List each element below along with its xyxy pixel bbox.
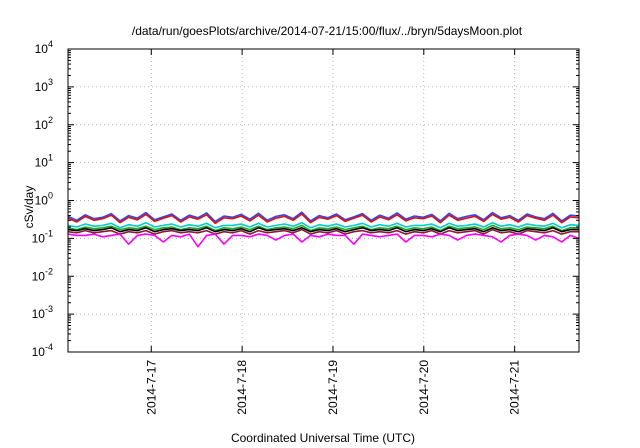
series-line-1: [67, 211, 580, 223]
series-line-2: [67, 213, 580, 225]
y-tick-label: 100: [35, 191, 53, 208]
y-axis-label: cSv/day: [22, 186, 36, 229]
y-tick-label: 102: [35, 115, 53, 132]
grid: [68, 49, 579, 352]
x-axis: 2014-7-17 2014-7-18 2014-7-19 2014-7-20 2014…: [144, 49, 522, 415]
x-axis-label: Coordinated Universal Time (UTC): [231, 431, 415, 445]
y-tick-label: 10-3: [32, 304, 53, 321]
x-tick-label: 2014-7-20: [417, 360, 431, 415]
y-tick-label: 104: [35, 39, 53, 56]
x-tick-label: 2014-7-21: [508, 360, 522, 415]
x-tick-label: 2014-7-17: [144, 360, 158, 415]
chart-title: /data/run/goesPlots/archive/2014-07-21/1…: [132, 24, 523, 38]
y-axis: 104 103 102 101 100 10-1 10-2 10-3 10-4: [32, 39, 579, 359]
series-line-6: [67, 228, 579, 235]
y-tick-label: 10-4: [32, 342, 53, 359]
y-tick-label: 101: [35, 153, 53, 170]
y-tick-label: 10-1: [32, 228, 53, 245]
y-tick-label: 10-2: [32, 266, 53, 283]
x-tick-label: 2014-7-19: [326, 360, 340, 415]
y-tick-label: 103: [35, 77, 53, 94]
series-line-7: [67, 233, 580, 248]
series-lines: [67, 211, 580, 248]
series-line-4: [67, 224, 579, 232]
series-line-3: [67, 221, 580, 229]
series-line-5: [67, 227, 579, 233]
x-tick-label: 2014-7-18: [235, 360, 249, 415]
